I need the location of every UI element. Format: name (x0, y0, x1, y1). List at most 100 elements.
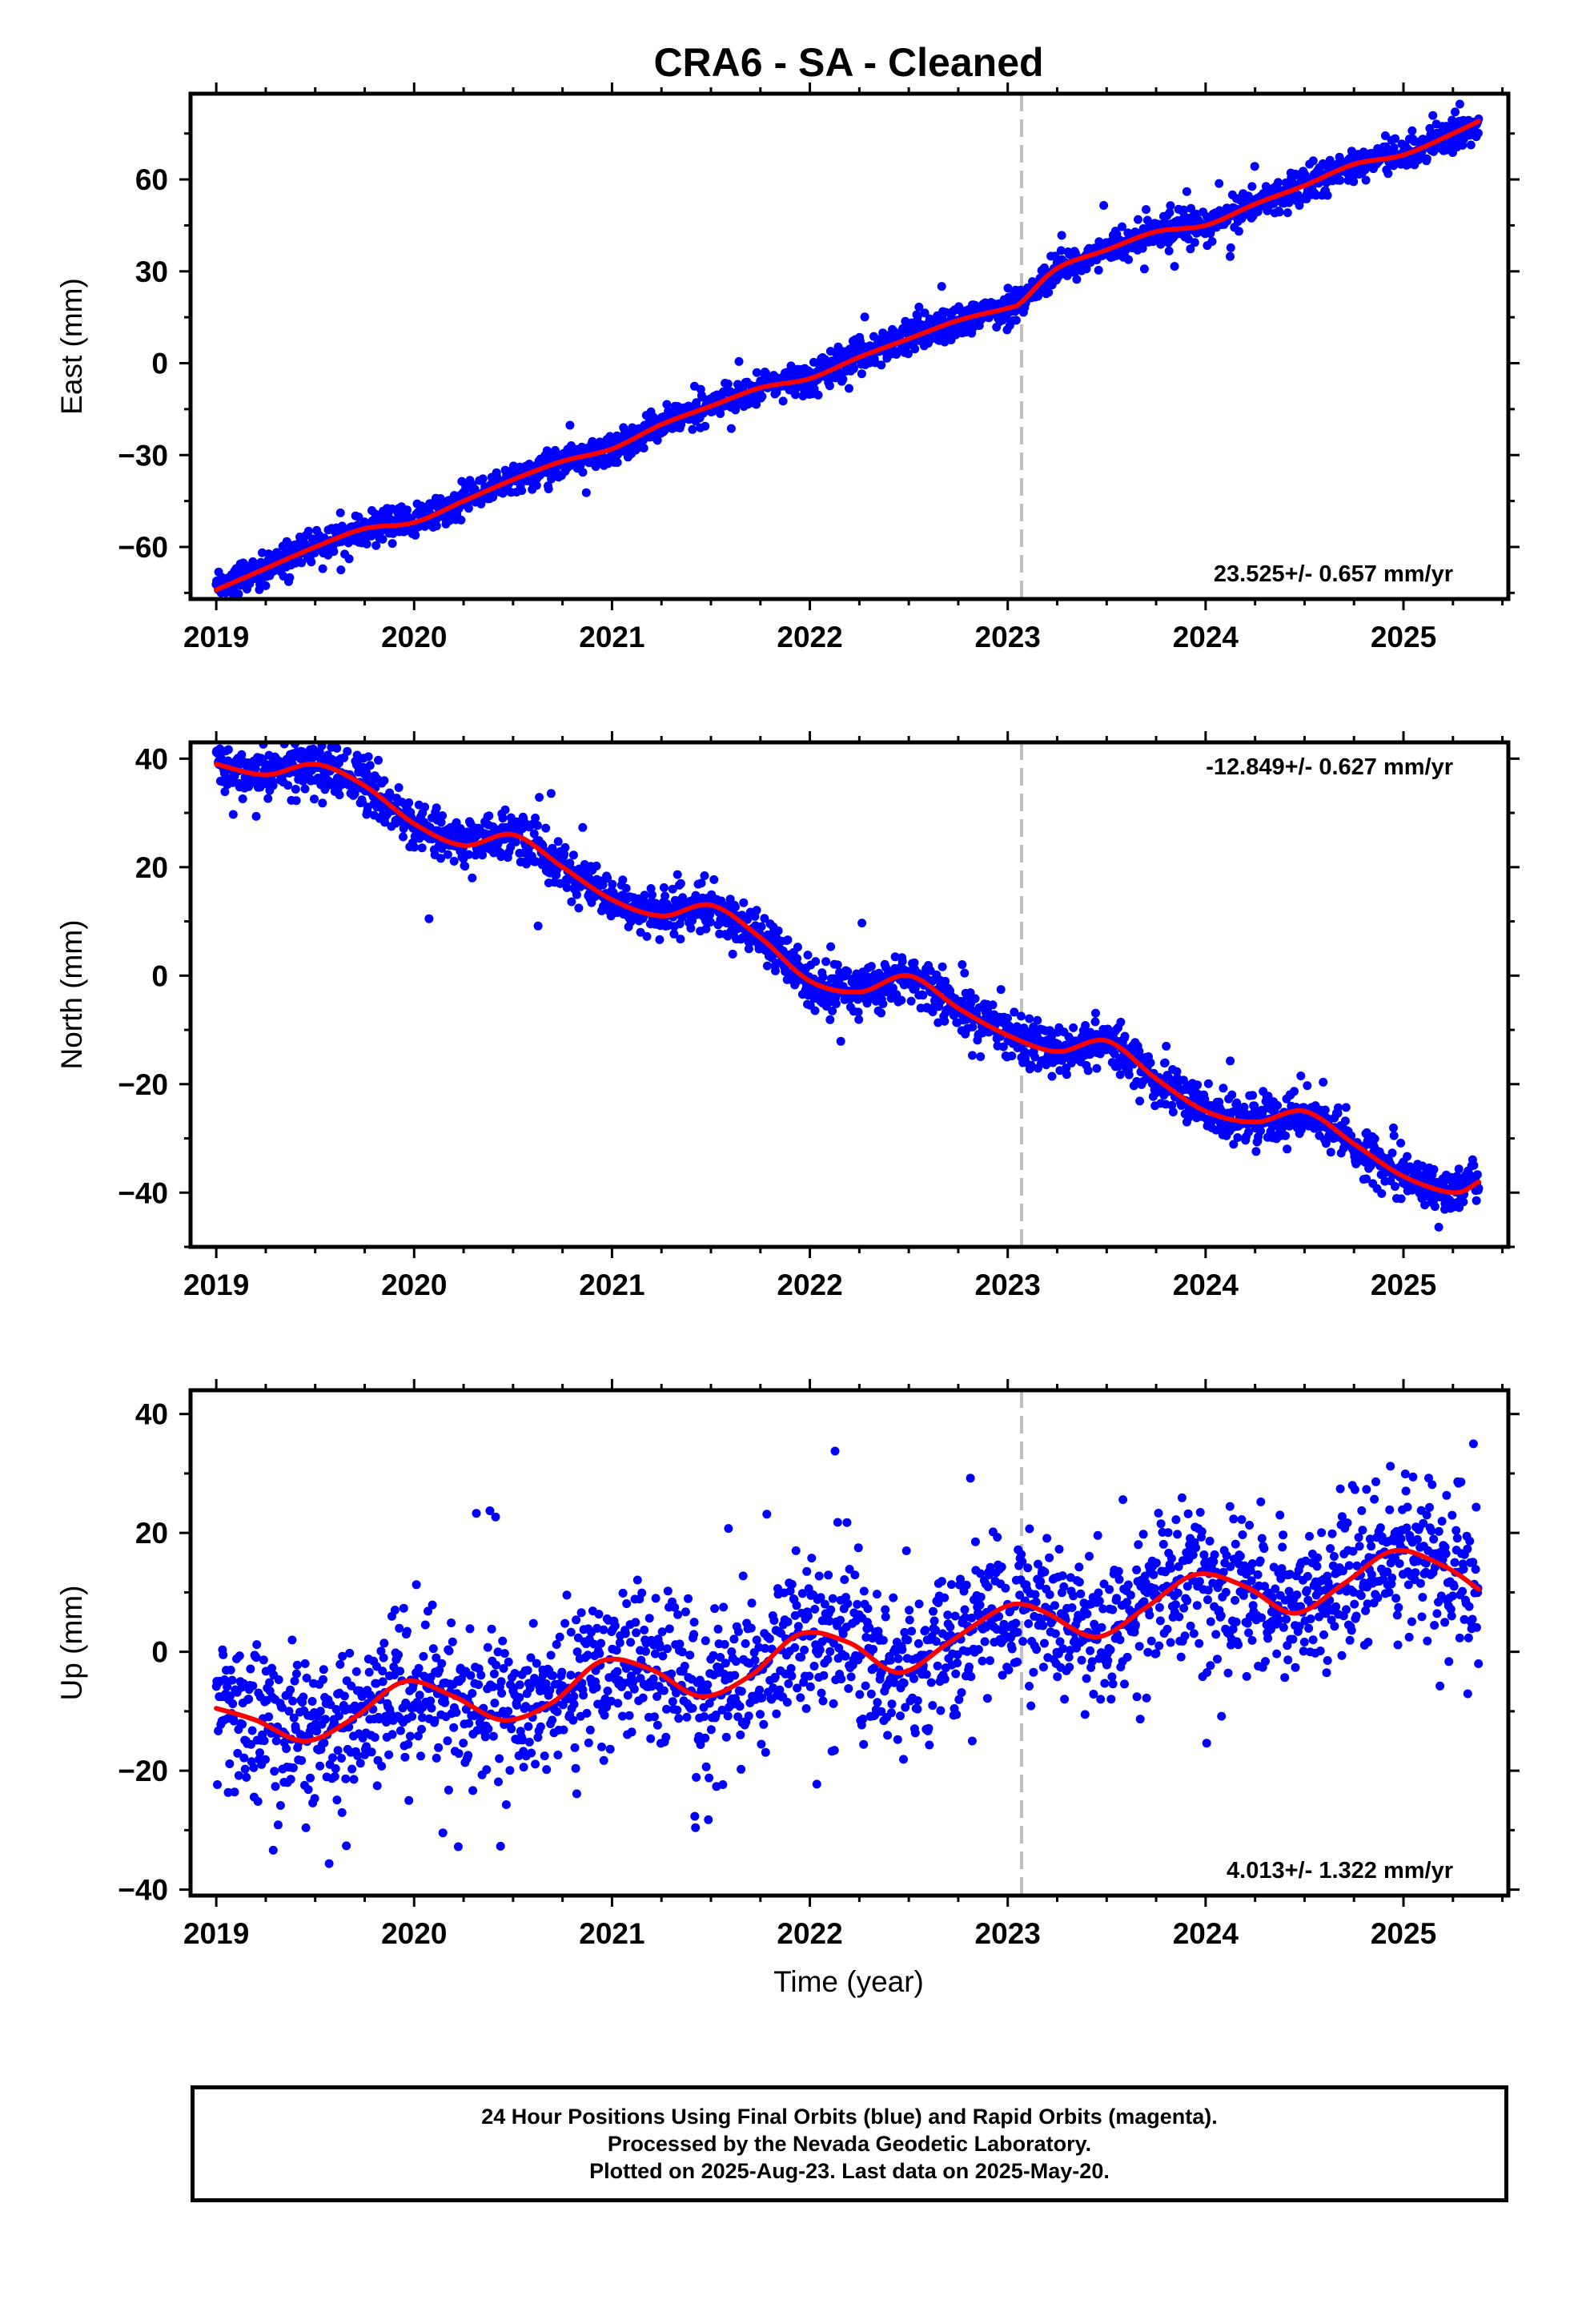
data-point (242, 1772, 251, 1782)
data-point (565, 858, 575, 868)
data-point (778, 396, 788, 406)
data-point (757, 392, 767, 401)
x-tick-label: 2023 (975, 621, 1041, 653)
data-point (1092, 1063, 1102, 1073)
data-point (688, 916, 697, 926)
data-point (966, 988, 975, 998)
data-point (289, 1713, 299, 1723)
data-point (438, 1828, 448, 1838)
data-point (1430, 1202, 1439, 1212)
data-point (379, 1638, 389, 1648)
data-point (1118, 222, 1126, 231)
data-point (365, 761, 375, 770)
data-point (319, 1675, 327, 1684)
data-point (337, 1807, 347, 1817)
data-point (1044, 287, 1054, 297)
data-point (399, 832, 408, 842)
data-point (659, 883, 669, 892)
data-point (468, 873, 477, 883)
data-point (853, 1007, 863, 1017)
data-point (1167, 1100, 1177, 1110)
data-point (349, 1775, 359, 1784)
data-point (1320, 1105, 1330, 1115)
data-point (1168, 1108, 1178, 1117)
data-point (531, 857, 540, 866)
data-point (1070, 267, 1080, 277)
data-point (1135, 1096, 1145, 1106)
data-point (285, 573, 295, 582)
data-point (1007, 1051, 1017, 1060)
x-tick-label: 2020 (381, 621, 447, 653)
data-point (318, 798, 327, 808)
data-point (400, 1752, 410, 1762)
data-point (371, 1679, 381, 1688)
data-point (676, 879, 685, 888)
data-point (468, 1689, 477, 1698)
data-point (444, 1785, 453, 1795)
data-point (354, 513, 363, 521)
data-point (448, 1637, 457, 1647)
data-point (387, 539, 397, 549)
data-point (335, 508, 345, 517)
data-point (229, 1716, 239, 1726)
data-point (434, 1743, 444, 1752)
data-point (553, 837, 563, 846)
data-point (1047, 1072, 1057, 1081)
data-point (297, 1755, 307, 1765)
data-point (420, 802, 430, 812)
data-point (1139, 264, 1149, 274)
data-point (535, 793, 544, 802)
data-point (258, 548, 267, 557)
data-point (319, 1738, 329, 1747)
data-point (1232, 1098, 1242, 1108)
data-point (299, 1692, 308, 1702)
data-point (414, 1663, 424, 1673)
data-point (319, 1665, 328, 1675)
data-point (271, 1782, 280, 1791)
data-point (347, 1681, 356, 1691)
data-point (411, 530, 420, 540)
data-point (321, 1715, 330, 1724)
data-point (362, 1742, 371, 1751)
data-point (337, 1754, 346, 1763)
data-point (1115, 1070, 1125, 1080)
x-tick-label: 2021 (579, 621, 644, 653)
data-point (401, 1699, 411, 1707)
data-point (345, 1648, 355, 1658)
data-point (1186, 244, 1195, 254)
data-point (1273, 1100, 1282, 1110)
data-point (427, 1703, 436, 1713)
y-tick-label: 20 (135, 851, 168, 884)
data-point (396, 1667, 404, 1676)
data-point (384, 1750, 394, 1759)
data-point (394, 783, 404, 792)
data-point (810, 1006, 820, 1015)
data-point (312, 1727, 322, 1736)
data-point (1389, 1131, 1399, 1140)
data-point (705, 917, 715, 927)
data-point (1056, 246, 1066, 255)
data-point (432, 1753, 441, 1763)
data-point (353, 1751, 363, 1760)
data-point (652, 436, 662, 445)
x-tick-label: 2021 (579, 1269, 644, 1301)
data-point (335, 1659, 345, 1669)
x-tick-label: 2024 (1173, 621, 1239, 653)
data-point (228, 810, 238, 819)
data-point (339, 753, 349, 762)
data-point (464, 850, 473, 859)
data-point (1172, 1067, 1182, 1076)
data-point (282, 1744, 291, 1753)
data-point (299, 777, 307, 786)
data-point (1341, 1103, 1351, 1112)
data-point (560, 842, 570, 852)
data-point (246, 1664, 255, 1674)
data-point (219, 1650, 228, 1659)
data-point (228, 1699, 238, 1708)
data-point (413, 1731, 423, 1741)
data-point (1099, 201, 1109, 210)
data-point (1308, 156, 1318, 166)
data-point (968, 1022, 978, 1031)
data-point (688, 424, 697, 434)
data-point (1455, 99, 1464, 109)
